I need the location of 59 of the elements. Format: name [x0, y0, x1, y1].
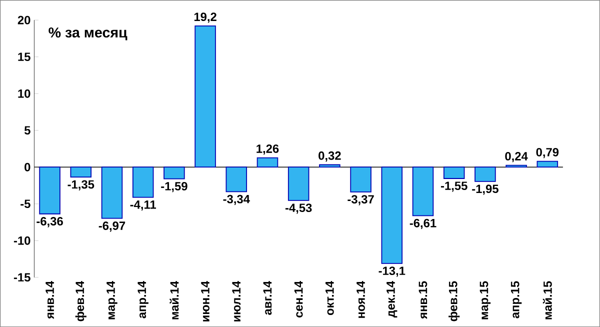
y-tick-label: 15: [18, 52, 30, 61]
data-label: 19,2: [194, 12, 216, 23]
x-tick-label: окт.14: [326, 280, 334, 315]
bar: [350, 166, 372, 192]
x-tick-label: сен.14: [294, 280, 303, 318]
bar: [412, 166, 434, 216]
y-tick-label: -15: [14, 273, 30, 282]
x-tick-label: июл.14: [232, 280, 241, 322]
x-tick-label: авг.14: [263, 280, 272, 315]
x-tick-label: май.14: [170, 280, 179, 320]
data-label: -6,61: [410, 218, 436, 229]
bar: [319, 164, 340, 168]
y-tick-label: 20: [18, 16, 30, 24]
bar: [443, 166, 465, 179]
x-tick-label: ноя.14: [356, 280, 365, 318]
x-tick-label: янв.14: [46, 280, 54, 319]
x-tick-label: фев.15: [448, 281, 460, 322]
data-label: -13,1: [378, 266, 406, 277]
x-tick-label: мар.14: [106, 280, 118, 320]
y-tick-label: 10: [18, 89, 30, 98]
bar: [70, 166, 92, 178]
x-tick-label: янв.15: [418, 281, 428, 319]
x-tick-label: мар.15: [480, 281, 491, 320]
bar: [381, 166, 403, 264]
x-tick-label: апр.14: [138, 280, 148, 318]
bar: [101, 166, 123, 219]
data-label: -6,36: [36, 216, 63, 228]
data-label: 0,32: [318, 151, 341, 162]
data-label: 0,79: [536, 148, 559, 158]
y-tick-label: 0: [24, 162, 30, 172]
bar: [194, 25, 216, 168]
y-tick-label: -5: [20, 200, 30, 208]
data-label: -1,35: [68, 180, 94, 190]
data-label: -4,53: [285, 204, 312, 214]
bar: [474, 166, 496, 182]
bar: [164, 166, 185, 180]
bar: [132, 166, 154, 198]
data-label: 1,26: [256, 144, 279, 155]
bar: [536, 160, 558, 168]
bar: [288, 166, 310, 201]
data-label: -1,95: [472, 184, 498, 195]
y-tick-label: -10: [14, 236, 30, 245]
x-tick-label: фев.14: [75, 280, 86, 322]
data-label: -1,59: [161, 182, 188, 192]
y-tick-label: 5: [24, 126, 30, 134]
x-tick-label: апр.15: [510, 281, 522, 318]
chart-title: % за месяц: [48, 27, 128, 40]
x-tick-label: июн.14: [201, 280, 210, 322]
bar: [39, 166, 60, 214]
x-tick-label: дек.14: [386, 280, 398, 318]
x-tick-label: май.15: [542, 281, 552, 320]
data-label: -1,55: [440, 182, 468, 192]
data-label: -3,37: [348, 194, 374, 206]
data-label: -6,97: [98, 221, 126, 232]
data-label: -3,34: [223, 194, 250, 205]
bar: [226, 166, 248, 192]
bar: [256, 157, 278, 168]
data-label: -4,11: [130, 200, 156, 210]
data-label: 0,24: [505, 152, 528, 162]
